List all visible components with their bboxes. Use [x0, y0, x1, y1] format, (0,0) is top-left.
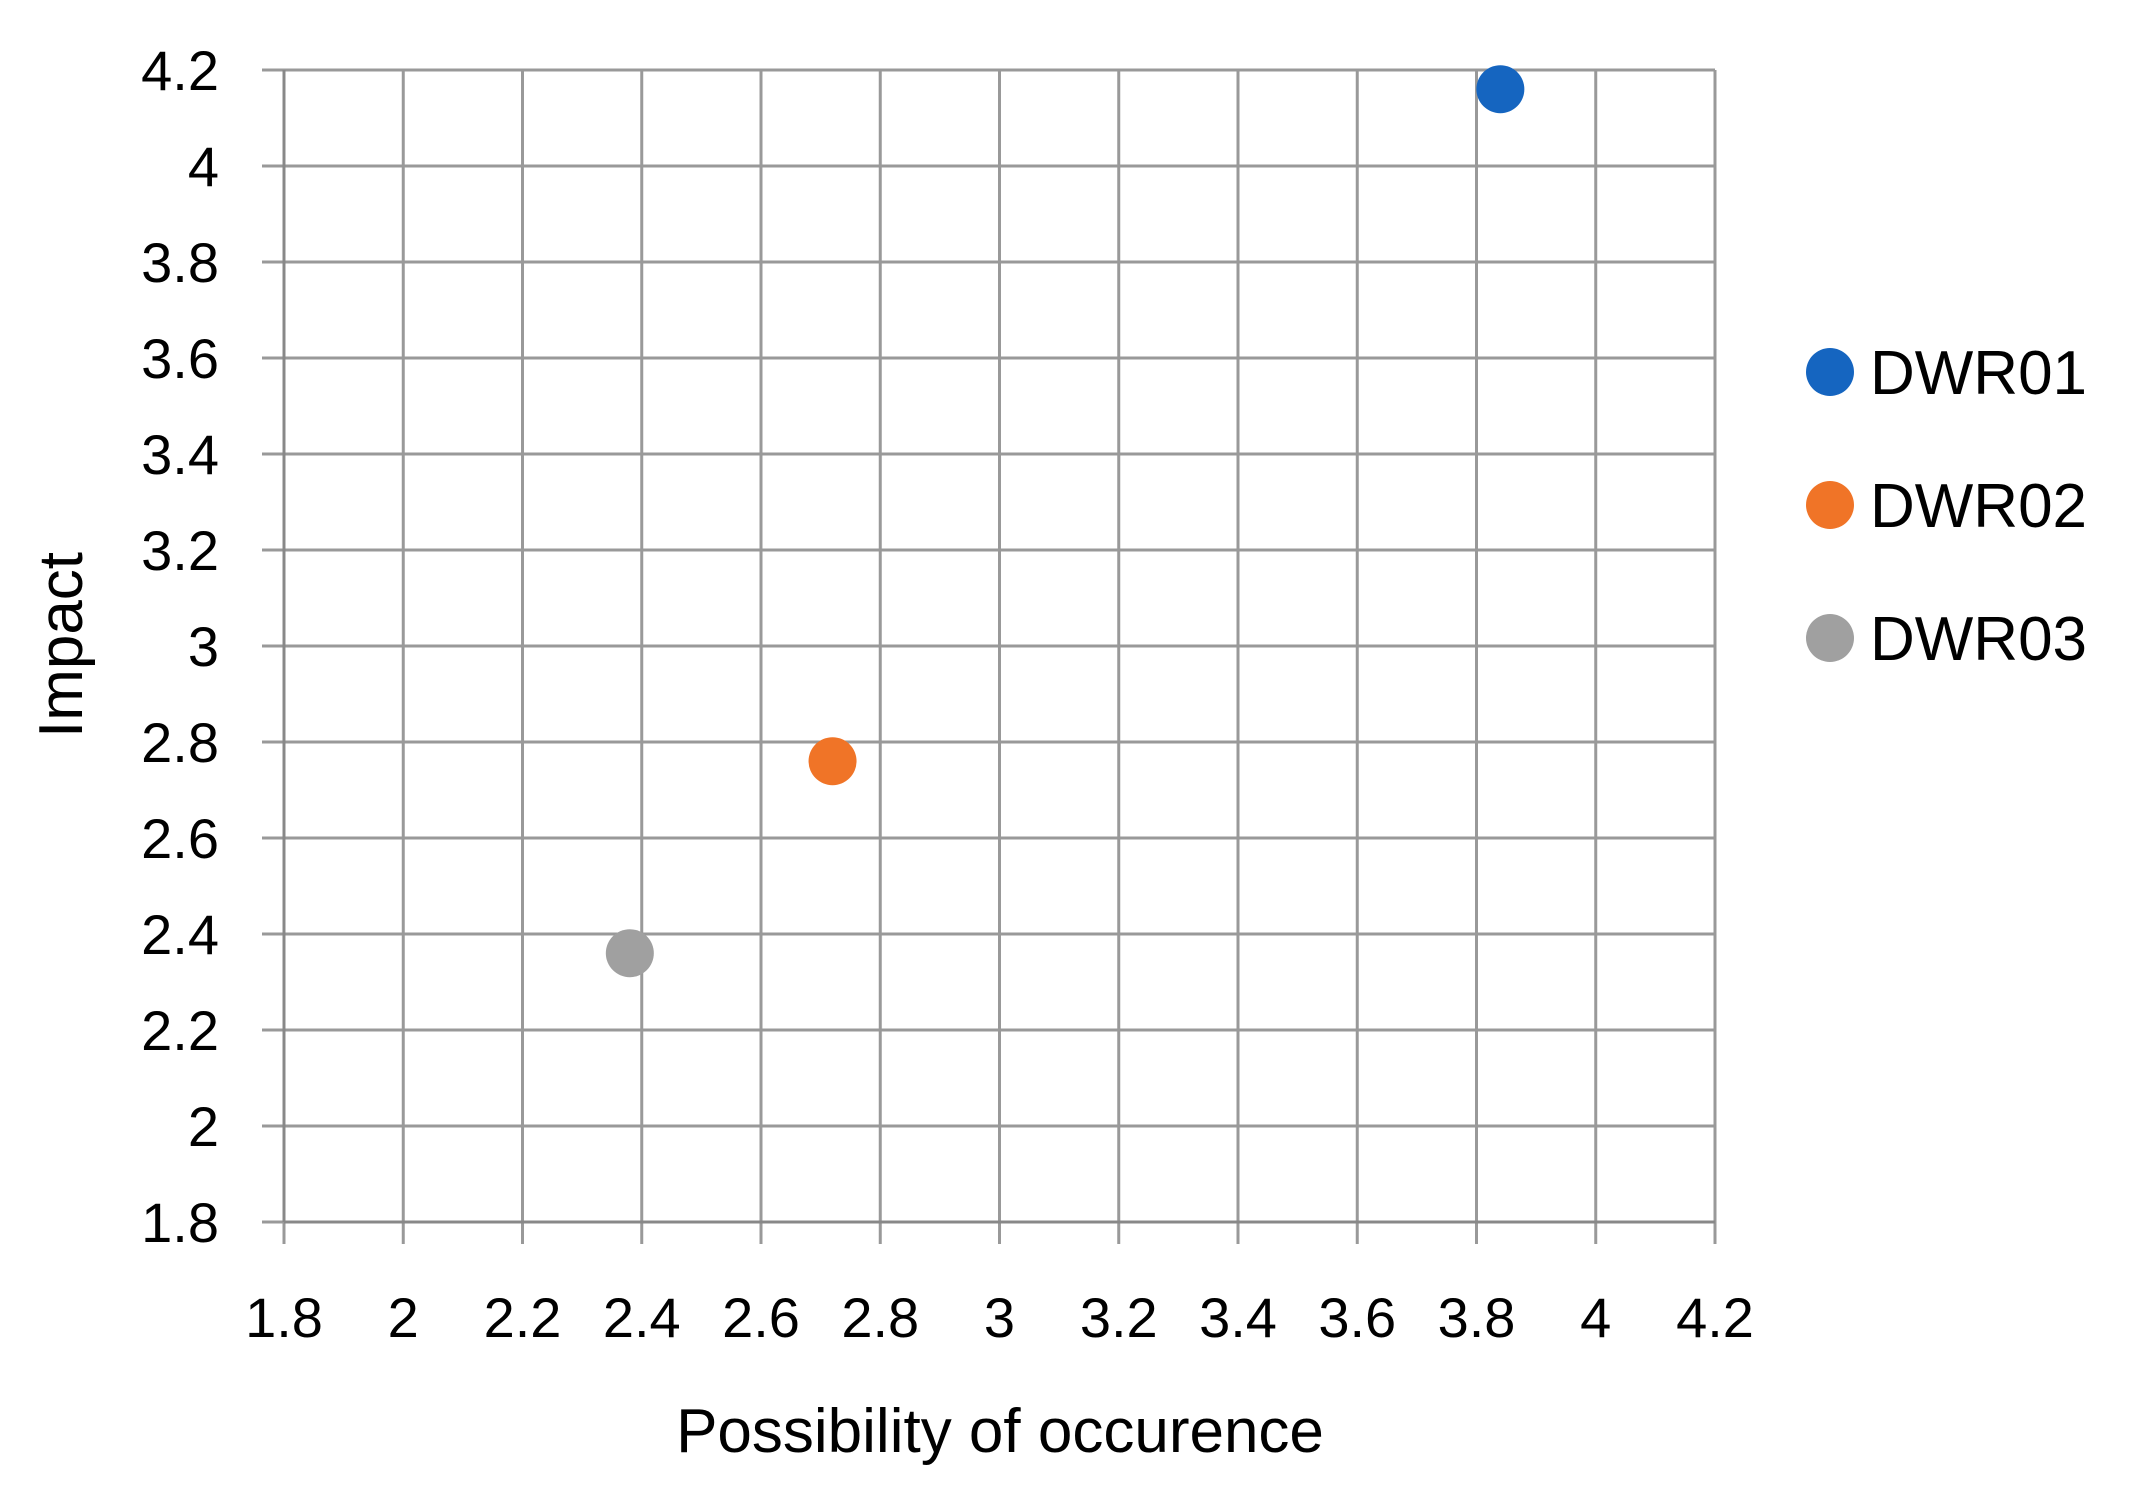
y-tick-label: 3 — [188, 615, 219, 678]
y-tick-label: 2.4 — [141, 903, 219, 966]
y-tick-label: 3.8 — [141, 231, 219, 294]
x-tick-label: 2.4 — [603, 1286, 681, 1349]
x-tick-label: 3.2 — [1080, 1286, 1158, 1349]
y-tick-label: 2.6 — [141, 807, 219, 870]
legend-marker-dwr02 — [1806, 481, 1854, 529]
legend-marker-dwr03 — [1806, 614, 1854, 662]
x-tick-label: 1.8 — [245, 1286, 323, 1349]
data-point-dwr03 — [605, 929, 654, 978]
x-tick-label: 3.8 — [1438, 1286, 1516, 1349]
y-tick-label: 4.2 — [141, 39, 219, 102]
y-tick-label: 3.4 — [141, 423, 219, 486]
data-point-dwr02 — [808, 737, 857, 786]
y-tick-label: 1.8 — [141, 1191, 219, 1254]
x-tick-label: 4 — [1580, 1286, 1611, 1349]
data-points — [605, 65, 1525, 978]
legend-label-dwr03: DWR03 — [1870, 605, 2087, 674]
legend: DWR01 DWR02 DWR03 — [1806, 339, 2087, 674]
x-tick-label: 2.6 — [722, 1286, 800, 1349]
y-tick-label: 2.8 — [141, 711, 219, 774]
y-tick-labels: 1.8 2 2.2 2.4 2.6 2.8 3 3.2 3.4 3.6 3.8 4 4.2 — [141, 39, 219, 1254]
legend-label-dwr02: DWR02 — [1870, 472, 2087, 541]
legend-label-dwr01: DWR01 — [1870, 339, 2087, 408]
x-tick-label: 4.2 — [1676, 1286, 1754, 1349]
y-tick-label: 2 — [188, 1095, 219, 1158]
y-tick-label: 3.2 — [141, 519, 219, 582]
y-axis-title: Impact — [27, 552, 96, 738]
legend-marker-dwr01 — [1806, 348, 1854, 396]
x-tick-label: 2 — [388, 1286, 419, 1349]
grid — [262, 68, 1717, 1244]
x-tick-label: 3 — [984, 1286, 1015, 1349]
x-tick-label: 2.2 — [484, 1286, 562, 1349]
axes — [282, 70, 1715, 1224]
y-tick-label: 4 — [188, 135, 219, 198]
data-point-dwr01 — [1476, 65, 1525, 114]
x-axis-title: Possibility of occurence — [676, 1397, 1324, 1466]
x-tick-label: 3.6 — [1318, 1286, 1396, 1349]
y-tick-label: 2.2 — [141, 999, 219, 1062]
y-tick-label: 3.6 — [141, 327, 219, 390]
x-tick-label: 3.4 — [1199, 1286, 1277, 1349]
x-tick-labels: 1.8 2 2.2 2.4 2.6 2.8 3 3.2 3.4 3.6 3.8 4 4.2 — [245, 1286, 1754, 1349]
x-tick-label: 2.8 — [841, 1286, 919, 1349]
